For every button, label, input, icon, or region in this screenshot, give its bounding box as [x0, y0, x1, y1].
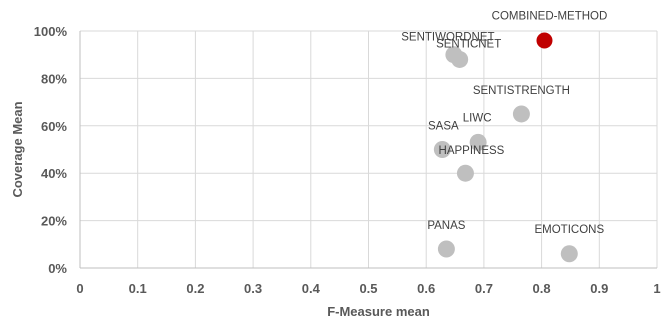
x-tick-label: 0.1 [129, 281, 147, 296]
tick-labels: 0 0.1 0.2 0.3 0.4 0.5 0.6 0.7 0.8 0.9 1 0% 20% 40% 60%… [34, 24, 661, 296]
x-tick-label: 0.3 [244, 281, 262, 296]
point-label-senticnet: SENTICNET [436, 38, 501, 50]
x-tick-label: 1 [653, 281, 660, 296]
point-happiness [456, 164, 474, 182]
x-tick-label: 0.6 [417, 281, 435, 296]
axes [79, 31, 657, 269]
point-label-panas: PANAS [427, 220, 465, 232]
point-label-sasa: SASA [428, 121, 459, 133]
y-tick-label: 0% [48, 261, 67, 276]
point-label-emoticons: EMOTICONS [534, 224, 604, 236]
y-tick-label: 60% [41, 119, 67, 134]
y-tick-label: 80% [41, 71, 67, 86]
point-sasa [433, 141, 451, 158]
x-tick-label: 0.8 [533, 281, 551, 296]
point-label-happiness: HAPPINESS [439, 145, 505, 157]
x-tick-label: 0.9 [590, 281, 608, 296]
y-tick-label: 40% [41, 166, 67, 181]
y-axis-title: Coverage Mean [10, 101, 25, 197]
point-emoticons [560, 245, 578, 263]
point-panas [437, 240, 455, 258]
point-sentistrength [512, 105, 530, 123]
point-combined-method [536, 32, 553, 49]
x-tick-label: 0.4 [302, 281, 321, 296]
point-label-liwc: LIWC [463, 112, 492, 124]
y-tick-label: 100% [34, 24, 68, 39]
y-tick-label: 20% [41, 214, 67, 229]
x-tick-label: 0 [76, 281, 83, 296]
x-tick-label: 0.7 [475, 281, 493, 296]
data-points [433, 32, 578, 263]
point-label-combined-method: COMBINED-METHOD [492, 10, 608, 22]
point-label-sentistrength: SENTISTRENGTH [473, 85, 570, 97]
x-tick-label: 0.2 [186, 281, 204, 296]
point-liwc [469, 133, 487, 151]
x-axis-title: F-Measure mean [327, 304, 430, 319]
point-label-sentiwordnet: SENTIWORDNET [401, 32, 494, 44]
point-senticnet [451, 50, 469, 68]
x-tick-label: 0.5 [359, 281, 377, 296]
